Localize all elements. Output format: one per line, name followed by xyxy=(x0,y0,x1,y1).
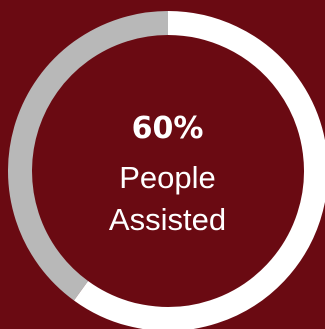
center-percentage: 60% xyxy=(131,111,204,146)
donut-segment-remaining xyxy=(8,11,169,301)
donut-segment-assisted xyxy=(73,11,325,329)
center-label-line2: Assisted xyxy=(108,202,227,237)
center-label-line1: People xyxy=(119,160,216,195)
